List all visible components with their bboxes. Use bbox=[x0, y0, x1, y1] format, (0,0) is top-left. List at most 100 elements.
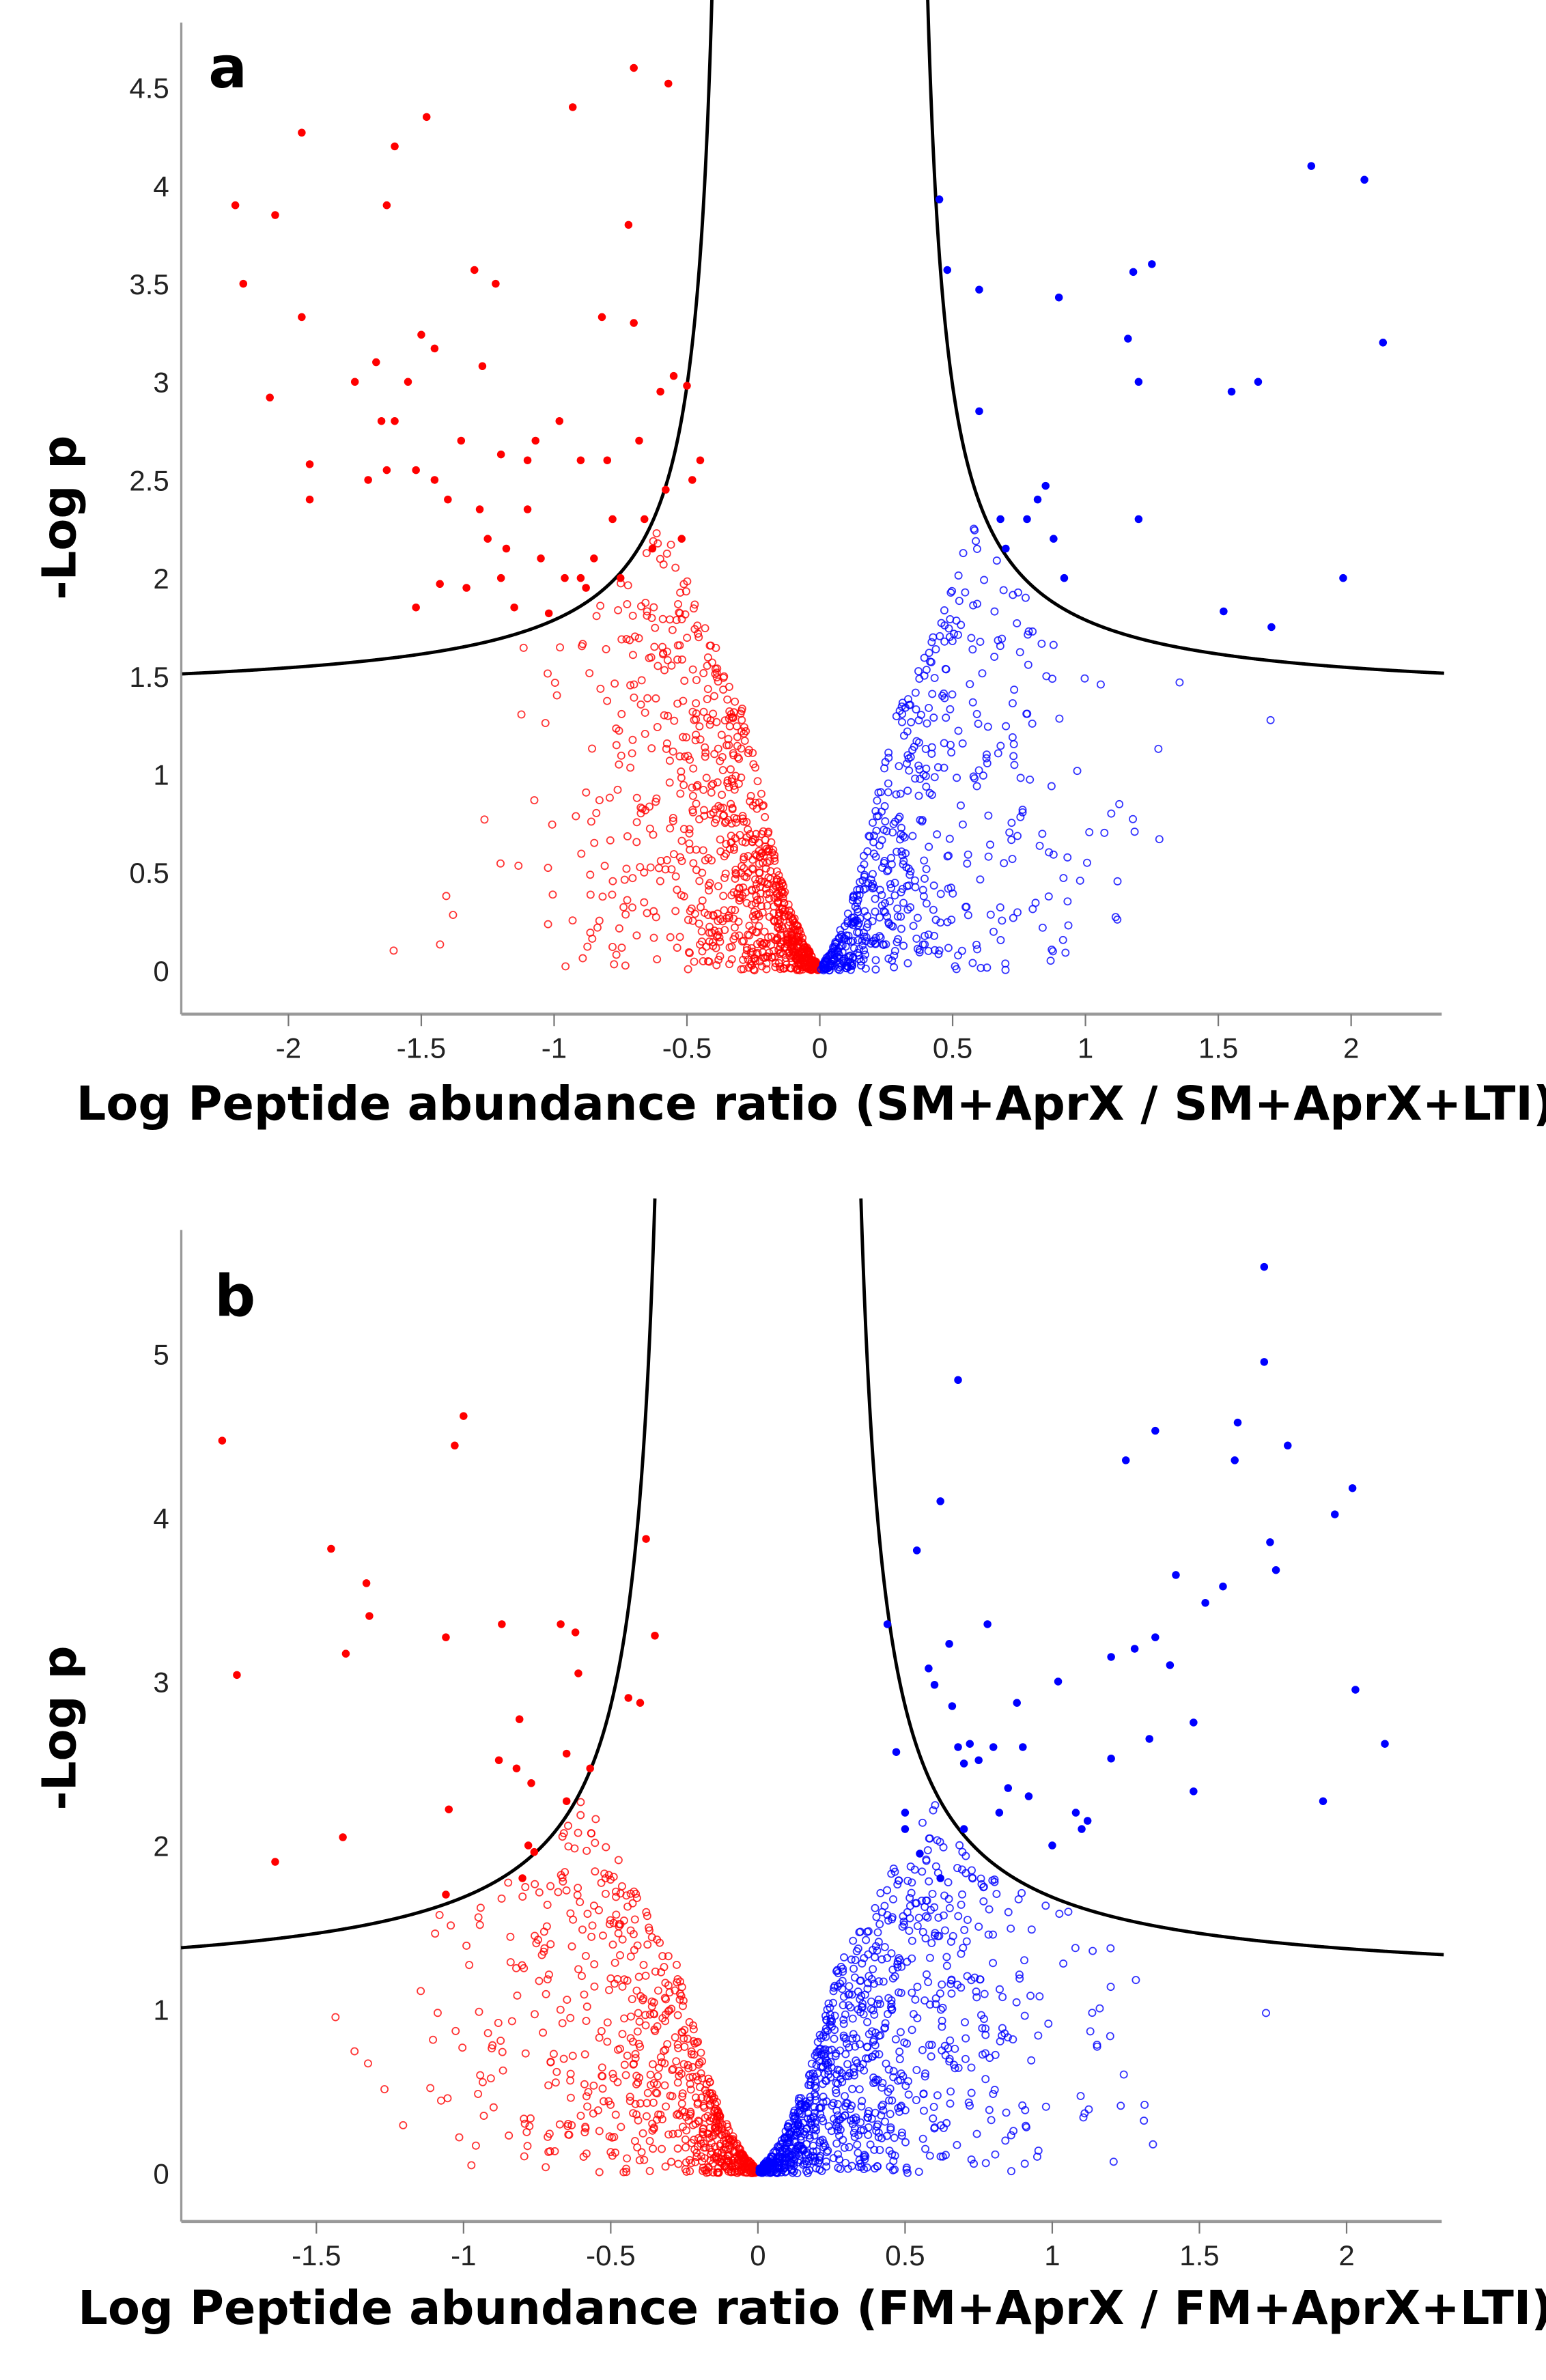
open-point bbox=[634, 1972, 643, 1981]
open-point bbox=[645, 2136, 654, 2145]
open-point bbox=[718, 2131, 727, 2140]
open-point bbox=[1063, 853, 1072, 862]
open-point bbox=[653, 1986, 662, 1995]
open-point bbox=[504, 1878, 513, 1887]
open-point bbox=[679, 733, 688, 741]
open-point bbox=[1079, 2113, 1088, 2122]
open-point bbox=[580, 2050, 589, 2059]
open-point bbox=[853, 886, 862, 894]
open-point bbox=[717, 731, 726, 739]
open-point bbox=[710, 750, 719, 759]
open-point bbox=[948, 586, 957, 595]
open-point bbox=[568, 916, 577, 925]
open-point bbox=[707, 2147, 716, 2156]
open-point bbox=[606, 2100, 615, 2109]
open-point bbox=[1032, 2152, 1041, 2161]
open-point bbox=[911, 883, 920, 892]
open-point bbox=[662, 647, 671, 656]
open-point bbox=[635, 2156, 644, 2165]
open-point bbox=[873, 2000, 882, 2009]
open-point bbox=[595, 796, 604, 805]
open-point bbox=[897, 888, 905, 896]
open-point bbox=[486, 2074, 495, 2083]
data-point bbox=[975, 407, 983, 416]
open-point bbox=[759, 827, 768, 836]
open-point bbox=[1009, 2035, 1017, 2044]
open-point bbox=[713, 778, 722, 787]
series-significant-up bbox=[935, 162, 1388, 632]
open-point bbox=[714, 2121, 723, 2129]
open-point bbox=[1008, 699, 1017, 708]
open-point bbox=[733, 733, 742, 741]
open-point bbox=[802, 2101, 811, 2110]
open-point bbox=[890, 891, 899, 900]
open-point bbox=[879, 1977, 888, 1986]
open-point bbox=[859, 955, 868, 964]
open-point bbox=[1016, 774, 1025, 782]
open-point bbox=[685, 825, 694, 834]
open-point bbox=[755, 838, 763, 847]
open-point bbox=[963, 1972, 972, 1981]
open-point bbox=[858, 941, 867, 950]
open-point bbox=[734, 780, 743, 788]
open-point bbox=[943, 918, 952, 926]
data-point bbox=[1145, 1735, 1153, 1743]
open-point bbox=[663, 2040, 672, 2049]
open-point bbox=[849, 1964, 858, 1973]
open-point bbox=[939, 1911, 948, 1920]
open-point bbox=[968, 1874, 977, 1883]
open-point bbox=[496, 2037, 505, 2045]
open-point bbox=[737, 862, 746, 870]
open-point bbox=[796, 2136, 805, 2144]
open-point bbox=[968, 698, 977, 707]
open-point bbox=[761, 812, 770, 821]
open-point bbox=[476, 1903, 485, 1912]
open-point bbox=[735, 2149, 744, 2157]
open-point bbox=[670, 716, 679, 725]
open-point bbox=[918, 817, 927, 826]
open-point bbox=[860, 873, 869, 881]
data-point bbox=[1172, 1571, 1180, 1579]
data-point bbox=[1271, 1566, 1280, 1574]
open-point bbox=[712, 2097, 721, 2106]
open-point bbox=[822, 2056, 831, 2065]
open-point bbox=[742, 951, 750, 960]
open-point bbox=[854, 1944, 862, 1953]
open-point bbox=[525, 2122, 534, 2131]
open-point bbox=[1111, 913, 1120, 922]
data-point bbox=[305, 495, 314, 504]
open-point bbox=[636, 803, 645, 812]
open-point bbox=[838, 2113, 847, 2122]
open-point bbox=[744, 963, 753, 972]
open-point bbox=[688, 806, 697, 814]
open-point bbox=[643, 607, 651, 616]
data-point bbox=[530, 1847, 539, 1856]
open-point bbox=[727, 891, 736, 900]
open-point bbox=[807, 2117, 816, 2126]
open-point bbox=[824, 2046, 833, 2055]
open-point bbox=[873, 1928, 882, 1937]
x-tick-label: 0.5 bbox=[885, 2239, 925, 2271]
open-point bbox=[705, 957, 714, 966]
open-point bbox=[720, 873, 729, 882]
data-point bbox=[1220, 607, 1228, 616]
open-point bbox=[890, 2165, 899, 2174]
data-point bbox=[603, 456, 612, 464]
open-point bbox=[958, 1847, 967, 1856]
open-point bbox=[638, 1996, 647, 2004]
open-point bbox=[811, 2096, 820, 2105]
open-point bbox=[649, 933, 658, 942]
open-point bbox=[518, 1893, 527, 1901]
data-point bbox=[502, 544, 511, 553]
series-significant-down bbox=[231, 63, 705, 618]
x-tick-label: -0.5 bbox=[586, 2239, 635, 2271]
open-point bbox=[875, 2000, 884, 2009]
open-point bbox=[673, 1960, 681, 1969]
open-point bbox=[1026, 1992, 1035, 2000]
open-point bbox=[974, 720, 983, 728]
open-point bbox=[875, 2050, 884, 2058]
open-point bbox=[791, 2151, 800, 2160]
open-point bbox=[666, 824, 675, 833]
open-point bbox=[546, 1940, 555, 1949]
open-point bbox=[1064, 1908, 1073, 1916]
